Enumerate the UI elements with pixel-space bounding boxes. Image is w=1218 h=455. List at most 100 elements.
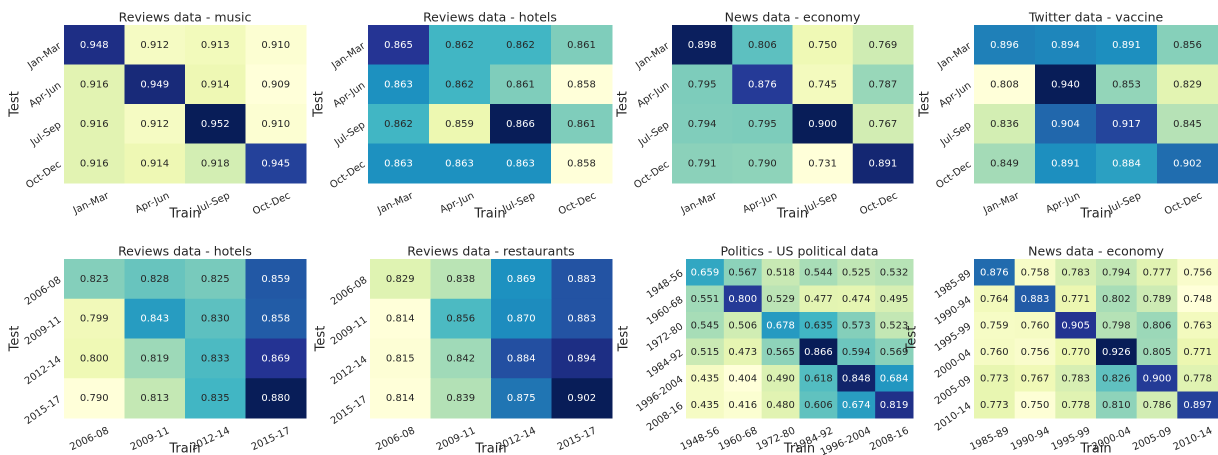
x-tick-label: Oct-Dec xyxy=(1163,190,1204,217)
x-tick-label: 1990-94 xyxy=(1009,425,1052,453)
heatmap-cell xyxy=(799,365,838,392)
y-tick-label: Oct-Dec xyxy=(632,159,671,191)
cell-label: 0.894 xyxy=(567,353,596,364)
cell-label: 0.814 xyxy=(386,393,415,404)
cell-label: 0.529 xyxy=(766,294,795,305)
heatmap-cell xyxy=(852,25,914,65)
heatmap-cell xyxy=(1014,285,1056,313)
cell-label: 0.805 xyxy=(1143,347,1172,358)
heatmap-cell xyxy=(974,259,1016,286)
x-tick-label: 2005-09 xyxy=(1131,425,1174,453)
y-tick-label: Jul-Sep xyxy=(938,120,973,149)
heatmap-cell xyxy=(1096,143,1158,184)
x-tick-label: Oct-Dec xyxy=(858,190,899,217)
heatmap-cell xyxy=(761,391,800,419)
cell-label: 0.858 xyxy=(261,314,290,325)
y-tick-label: Apr-Jun xyxy=(937,80,973,110)
y-tick-label: Oct-Dec xyxy=(934,159,973,191)
heatmap-cell xyxy=(551,104,613,144)
cell-label: 0.842 xyxy=(446,353,475,364)
cell-label: 0.783 xyxy=(1061,267,1090,278)
heatmap-cell xyxy=(1096,285,1138,313)
chart-title: Reviews data - hotels xyxy=(118,244,252,259)
heatmap-cell xyxy=(1177,259,1218,286)
cell-label: 0.914 xyxy=(201,79,230,90)
cell-label: 0.836 xyxy=(990,119,1019,130)
cell-label: 0.778 xyxy=(1183,373,1212,384)
heatmap-cell xyxy=(124,64,186,105)
x-axis-label: Train xyxy=(783,442,815,455)
heatmap-cell xyxy=(1096,104,1158,144)
cell-label: 0.819 xyxy=(880,400,909,411)
cell-label: 0.473 xyxy=(728,347,757,358)
heatmap-cell xyxy=(1035,64,1097,105)
cell-label: 0.567 xyxy=(728,267,757,278)
cell-label: 0.862 xyxy=(445,40,474,51)
heatmap-cell xyxy=(875,338,914,366)
cell-label: 0.940 xyxy=(1051,79,1080,90)
heatmap-cell xyxy=(368,104,430,144)
cell-label: 0.910 xyxy=(261,40,290,51)
heatmap-cell xyxy=(1096,391,1138,419)
cell-label: 0.659 xyxy=(691,267,720,278)
y-tick-label: 2012-14 xyxy=(329,354,370,387)
y-tick-label: 2012-14 xyxy=(23,354,64,387)
heatmap-cell xyxy=(551,25,613,65)
y-axis-label: Test xyxy=(617,326,632,353)
chart-title: Reviews data - restaurants xyxy=(407,244,574,259)
cell-label: 0.518 xyxy=(766,267,795,278)
cell-label: 0.810 xyxy=(1102,400,1131,411)
cell-label: 0.891 xyxy=(869,158,898,169)
heatmap-cell xyxy=(185,104,246,144)
cell-label: 0.731 xyxy=(808,158,837,169)
y-tick-label: 2006-08 xyxy=(23,275,64,308)
heatmap-cell xyxy=(723,285,763,313)
cell-label: 0.416 xyxy=(728,400,757,411)
heatmap-cell xyxy=(551,378,613,419)
cell-label: 0.748 xyxy=(1183,294,1212,305)
cell-label: 0.900 xyxy=(808,119,837,130)
heatmap-cell xyxy=(686,338,725,366)
cell-label: 0.794 xyxy=(1102,267,1131,278)
cell-label: 0.918 xyxy=(201,158,230,169)
heatmap-cell xyxy=(64,378,125,419)
x-tick-label: 1985-89 xyxy=(968,425,1011,453)
heatmap-cell xyxy=(799,285,838,313)
y-tick-label: Apr-Jun xyxy=(635,80,671,110)
x-tick-label: Apr-Jun xyxy=(741,190,779,215)
y-tick-label: 2015-17 xyxy=(23,394,64,427)
y-tick-label: 2009-11 xyxy=(23,315,64,348)
heatmap-cell xyxy=(245,338,307,379)
y-axis-label: Test xyxy=(314,326,329,353)
cell-label: 0.894 xyxy=(1051,40,1080,51)
heatmap-cell xyxy=(723,312,763,339)
heatmap-cell xyxy=(430,338,492,379)
cell-label: 0.474 xyxy=(842,294,871,305)
x-axis-label: Train xyxy=(473,207,505,222)
heatmap-cell xyxy=(430,259,492,300)
heatmap-cell xyxy=(1096,259,1138,286)
heatmap-cell xyxy=(837,259,876,286)
heatmap-cell xyxy=(1014,312,1056,339)
y-axis-label: Test xyxy=(616,91,631,118)
heatmap-cell xyxy=(64,338,125,379)
cell-label: 0.678 xyxy=(766,320,795,331)
cell-label: 0.767 xyxy=(1021,373,1050,384)
heatmap-cell xyxy=(852,64,914,105)
heatmap-cell xyxy=(124,298,186,339)
cell-label: 0.790 xyxy=(80,393,109,404)
cell-label: 0.875 xyxy=(507,393,536,404)
heatmap-cell xyxy=(1055,285,1097,313)
x-tick-label: Jan-Mar xyxy=(375,190,416,217)
heatmap-cell xyxy=(491,259,552,300)
cell-label: 0.594 xyxy=(842,347,871,358)
cell-label: 0.565 xyxy=(766,347,795,358)
cell-label: 0.883 xyxy=(567,314,596,325)
cell-label: 0.861 xyxy=(567,119,596,130)
heatmap-cell xyxy=(799,338,838,366)
x-axis-label: Train xyxy=(776,207,808,222)
heatmap-cell xyxy=(686,259,725,286)
cell-label: 0.880 xyxy=(261,393,290,404)
heatmap-cell xyxy=(245,143,307,184)
